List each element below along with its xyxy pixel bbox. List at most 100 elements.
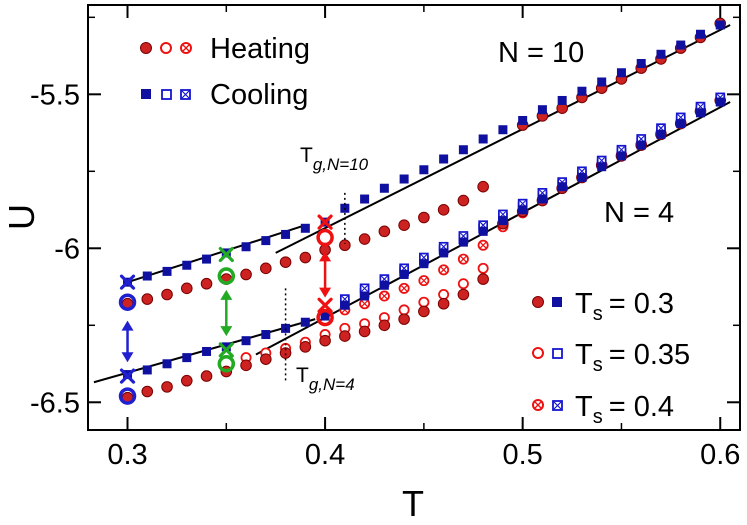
cooling-point — [478, 226, 488, 236]
cooling-point — [399, 269, 409, 279]
highlight-x-start-N4-Ts0.35 — [218, 342, 234, 358]
highlight-x-start-N10-Ts0.35 — [218, 246, 234, 263]
heating-point — [378, 290, 390, 302]
heating-point — [319, 334, 331, 347]
legend-ts035-circle — [532, 347, 544, 359]
arrow-head-up — [319, 251, 332, 262]
x-tick-label: 0.6 — [700, 439, 740, 471]
heating-point — [477, 273, 489, 285]
cooling-point — [478, 134, 488, 144]
heating-point — [438, 264, 450, 276]
legend-ts04-square — [552, 400, 563, 411]
legend-cooling-crossed-marker — [180, 89, 191, 100]
label-tg-n4: Tg,N=4 — [296, 364, 355, 394]
heating-point — [161, 381, 173, 393]
axes: 0.3 0.4 0.5 0.6 -6.5 -6 -5.5 — [30, 5, 740, 471]
arrow-ts0.35 — [220, 289, 233, 337]
legend-ts035-label: Ts = 0.35 — [575, 339, 690, 376]
cooling-point — [498, 216, 508, 226]
heating-point — [457, 288, 470, 301]
cooling-point — [676, 40, 686, 50]
marker-cross — [400, 284, 408, 292]
cooling-point — [399, 174, 409, 184]
heating-point — [339, 330, 351, 342]
arrow-ts0.3 — [121, 320, 134, 363]
marker-cross — [459, 255, 467, 263]
glass-transition-markers — [284, 192, 346, 381]
fit-line — [255, 101, 731, 356]
cooling-point — [715, 97, 725, 107]
heating-point — [437, 297, 450, 310]
cooling-point — [162, 359, 172, 369]
heating-point — [180, 282, 193, 295]
cooling-point — [202, 254, 212, 264]
arrow-head-up — [121, 320, 134, 331]
heating-point — [477, 239, 489, 251]
heating-point — [339, 239, 351, 252]
aging-arrows — [121, 251, 332, 363]
highlight-ring-start-N10-Ts0.35 — [217, 267, 236, 285]
heating-point — [398, 304, 410, 316]
legend-cooling-label: Cooling — [210, 79, 308, 111]
cooling-point — [458, 237, 468, 247]
x-axis-title: T — [402, 483, 424, 524]
arrow-head-down — [319, 287, 332, 298]
cooling-point — [379, 280, 389, 290]
series-n10-heating-ts-0-3 — [121, 17, 727, 310]
cooling-point — [241, 242, 251, 252]
cooling-point — [616, 68, 626, 78]
heating-point — [438, 288, 450, 300]
cooling-point — [695, 108, 705, 118]
highlight-ring-start-N4-Ts0.3 — [118, 387, 137, 405]
cooling-point — [142, 271, 152, 281]
cooling-point — [340, 300, 350, 310]
legend-cooling-filled-marker — [141, 89, 151, 99]
heating-point — [240, 268, 252, 281]
heating-point — [358, 325, 371, 338]
highlight-x-start-N10-Ts0.3 — [119, 274, 136, 290]
cooling-point — [359, 283, 370, 294]
cooling-point — [597, 162, 607, 172]
heating-point — [180, 374, 193, 387]
marker-cross — [380, 292, 388, 300]
marker-cross — [479, 241, 487, 249]
cooling-point — [281, 229, 291, 239]
cooling-point — [557, 182, 567, 192]
cooling-point — [142, 365, 152, 375]
cooling-point — [439, 154, 449, 164]
legend-heating-label: Heating — [210, 33, 310, 65]
legend-heating-crossed-marker — [180, 42, 192, 54]
data-series — [121, 17, 727, 404]
plot-frame — [87, 4, 741, 431]
legend-heating-filled-marker — [140, 42, 152, 54]
cooling-point — [241, 336, 251, 346]
cooling-point — [300, 317, 310, 327]
heating-point — [437, 204, 450, 216]
label-n4: N = 4 — [604, 197, 674, 229]
arrow-head-up — [220, 289, 233, 300]
series-n4-cooling-ts-0-3 — [123, 97, 725, 380]
cooling-point — [360, 194, 370, 204]
arrow-ts0.4 — [319, 251, 332, 298]
heating-point — [418, 275, 430, 287]
cooling-point — [419, 165, 429, 175]
cooling-point — [360, 291, 370, 301]
legend-cooling-open-marker — [161, 89, 172, 100]
arrow-head-down — [121, 352, 134, 363]
heating-point — [358, 233, 371, 245]
highlight-ring-start-N10-Ts0.4 — [316, 228, 334, 247]
cooling-point — [616, 151, 626, 161]
heating-point — [477, 262, 489, 274]
heating-point — [398, 282, 410, 294]
heating-point — [378, 225, 391, 238]
cooling-point — [656, 129, 666, 139]
legend-heating-open-marker — [160, 42, 172, 54]
cooling-point — [458, 145, 468, 155]
heating-point — [418, 296, 430, 308]
marker-cross — [361, 284, 368, 292]
heating-point — [161, 288, 173, 301]
cooling-point — [379, 183, 389, 193]
heating-point — [141, 385, 154, 398]
fit-line — [127, 224, 306, 284]
